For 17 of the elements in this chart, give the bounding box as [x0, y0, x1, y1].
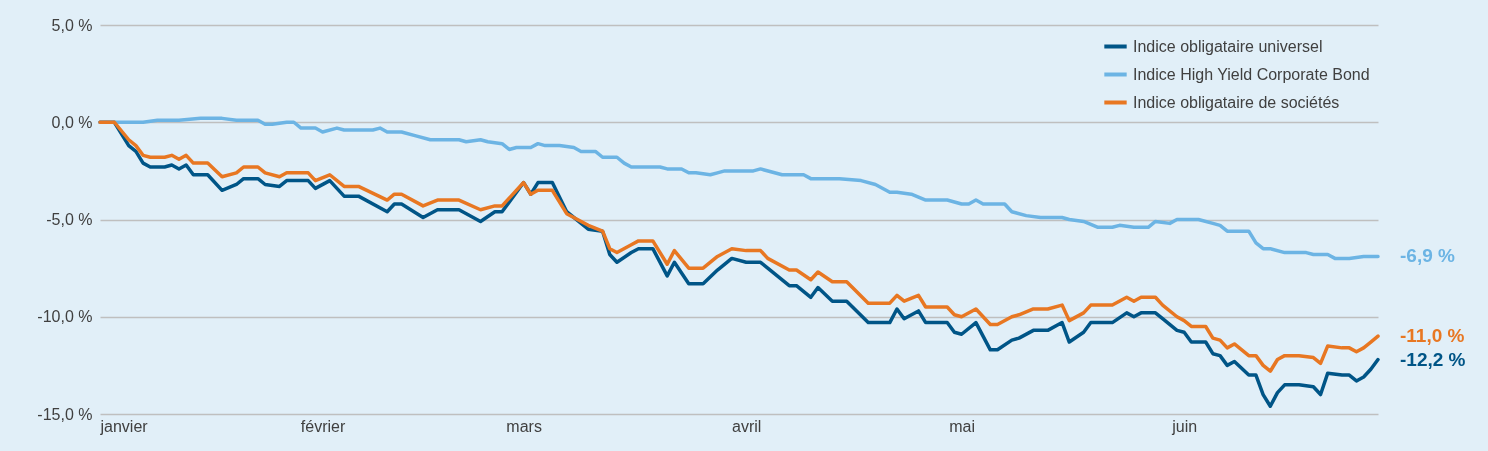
- x-tick-label: avril: [732, 417, 762, 435]
- legend-label: Indice obligataire universel: [1133, 37, 1323, 55]
- x-tick-label: mai: [949, 417, 975, 435]
- y-tick-label: -10,0 %: [37, 308, 93, 326]
- x-tick-label: février: [300, 417, 346, 435]
- annotation: -12,2 %: [1400, 348, 1466, 370]
- y-tick-label: 0,0 %: [51, 113, 93, 131]
- y-tick-label: -15,0 %: [37, 405, 93, 423]
- annotation: -11,0 %: [1400, 325, 1465, 347]
- x-tick-label: janvier: [99, 417, 149, 435]
- legend-label: Indice obligataire de sociétés: [1133, 93, 1340, 111]
- legend-label: Indice High Yield Corporate Bond: [1133, 65, 1370, 83]
- annotation: -6,9 %: [1400, 245, 1456, 267]
- x-tick-label: juin: [1171, 417, 1198, 435]
- y-tick-label: -5,0 %: [46, 211, 93, 228]
- x-tick-label: mars: [506, 417, 542, 435]
- y-tick-label: 5,0 %: [51, 16, 93, 34]
